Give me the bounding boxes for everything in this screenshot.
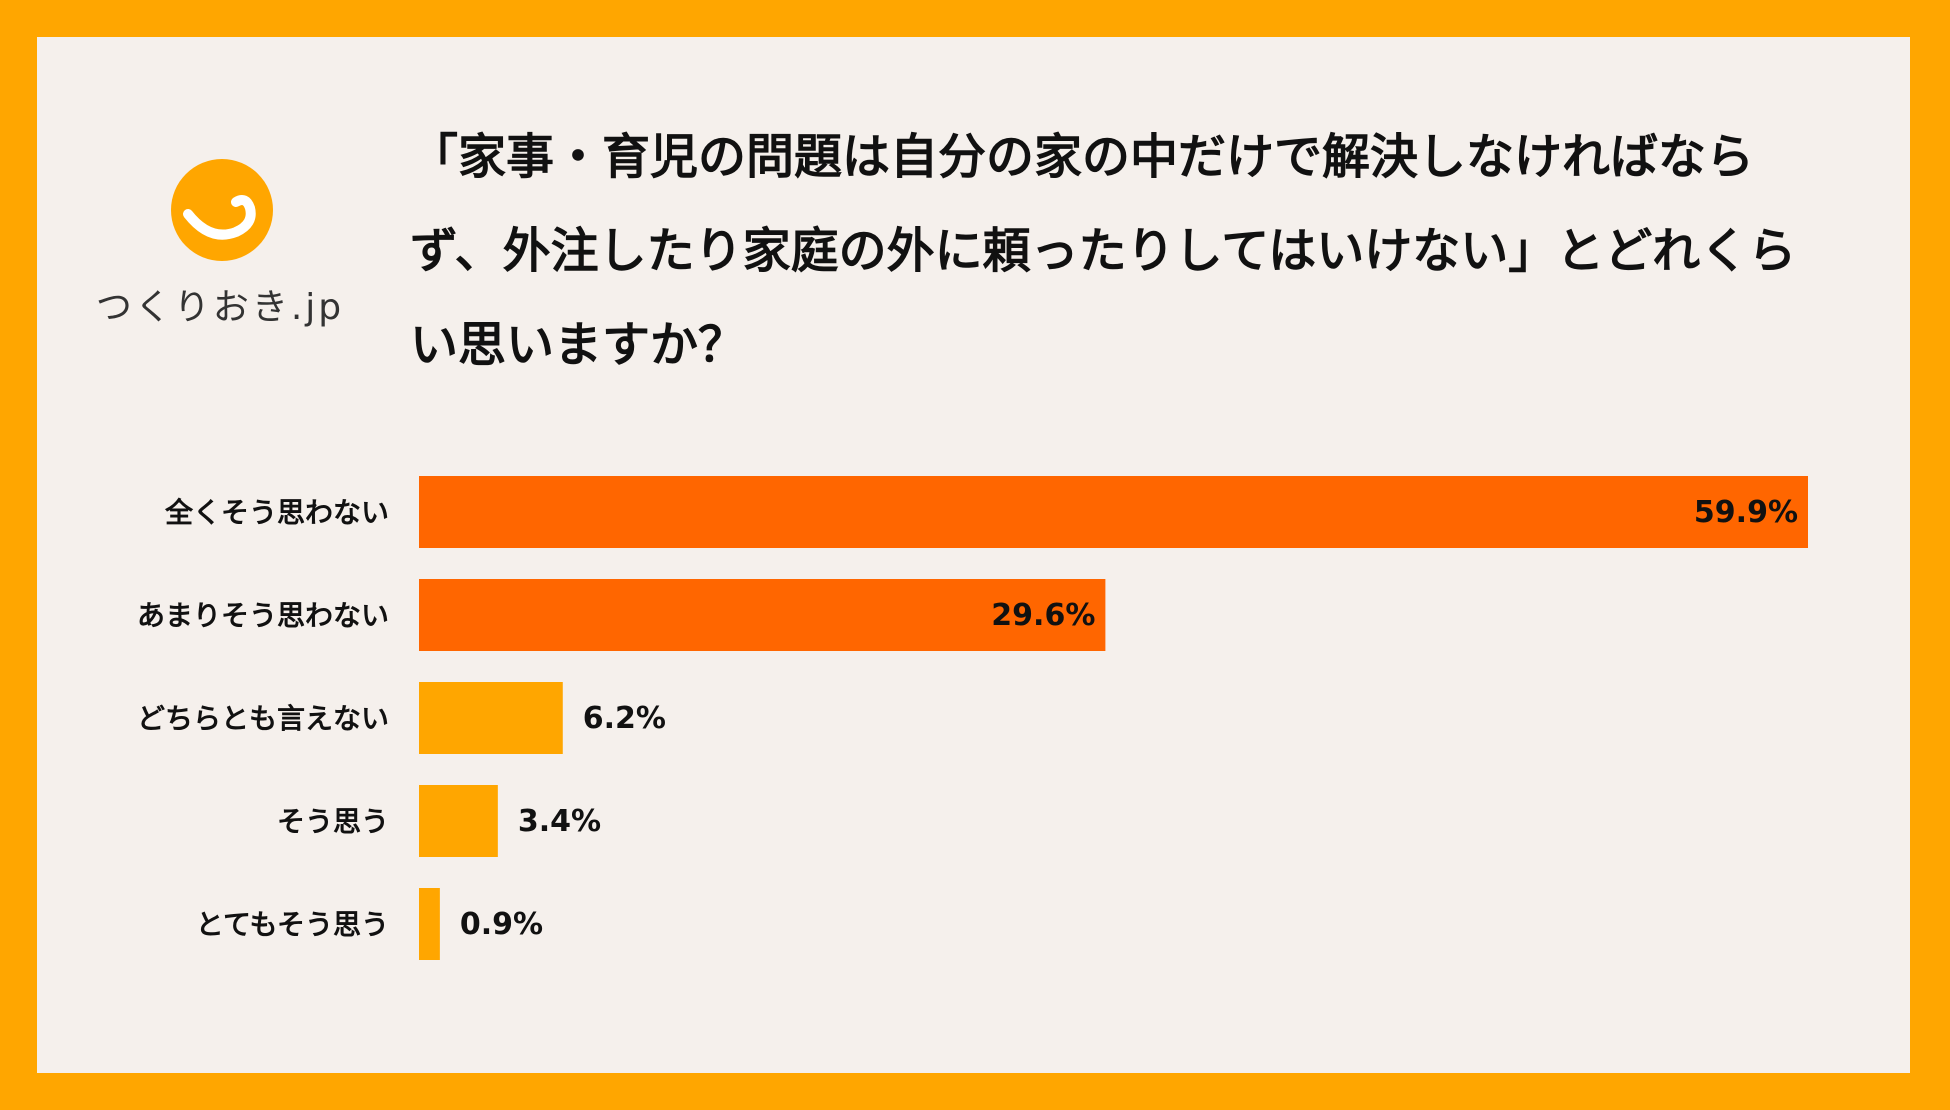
bar-5 xyxy=(419,888,440,960)
value-label-3: 6.2% xyxy=(583,701,666,736)
value-label-1: 59.9% xyxy=(1694,495,1798,530)
value-label-5: 0.9% xyxy=(460,907,543,942)
bar-1 xyxy=(419,476,1808,548)
value-label-2: 29.6% xyxy=(991,598,1095,633)
category-label-1: 全くそう思わない xyxy=(164,496,389,529)
bar-3 xyxy=(419,682,563,754)
value-label-4: 3.4% xyxy=(518,804,601,839)
category-label-5: とてもそう思う xyxy=(196,908,389,941)
bar-2 xyxy=(419,579,1106,651)
chart-title: 「家事・育児の問題は自分の家の中だけで解決しなければならず、外注したり家庭の外に… xyxy=(410,129,1797,373)
brand-name: つくりおき.jp xyxy=(95,287,345,328)
chart-panel xyxy=(37,37,1910,1073)
bar-4 xyxy=(419,785,498,857)
smile-icon xyxy=(171,159,273,261)
brand-logo: つくりおき.jp xyxy=(90,120,350,330)
category-label-4: そう思う xyxy=(277,805,389,838)
category-label-3: どちらとも言えない xyxy=(137,702,389,735)
category-label-2: あまりそう思わない xyxy=(137,599,389,632)
